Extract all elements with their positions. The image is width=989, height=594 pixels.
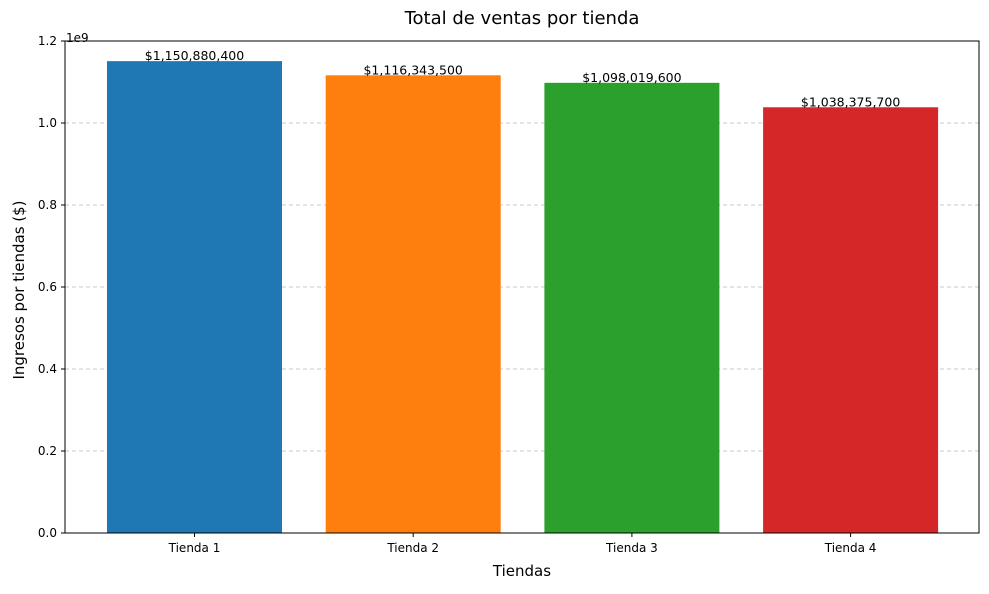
y-tick-label: 0.2 (38, 444, 57, 458)
y-tick-label: 0.0 (38, 526, 57, 540)
bar-value-label: $1,150,880,400 (145, 48, 244, 63)
y-tick-label: 1.2 (38, 34, 57, 48)
y-tick-label: 0.4 (38, 362, 57, 376)
x-tick-label: Tienda 3 (605, 541, 658, 555)
plot-frame (64, 40, 980, 534)
x-axis-label: Tiendas (492, 562, 551, 580)
bar-4 (763, 107, 939, 533)
y-offset-label: 1e9 (66, 31, 89, 45)
bar-value-label: $1,116,343,500 (363, 62, 462, 77)
data-labels: $1,150,880,400 $1,116,343,500 $1,098,019,6… (145, 48, 901, 109)
x-tick-label: Tienda 2 (386, 541, 439, 555)
bar-value-label: $1,098,019,600 (582, 70, 681, 85)
bar-3 (544, 82, 720, 534)
x-tick-label: Tienda 1 (168, 541, 221, 555)
chart-title: Total de ventas por tienda (404, 8, 640, 29)
bars (107, 61, 939, 534)
axes: 0.0 0.2 0.4 0.6 0.8 1.0 1.2 Tienda 1 Tienda 2 Tie… (38, 34, 980, 555)
y-tick-label: 0.6 (38, 280, 57, 294)
bar-1 (107, 61, 282, 533)
bar-value-label: $1,038,375,700 (801, 94, 900, 109)
bar-2 (325, 75, 501, 533)
y-tick-label: 0.8 (38, 198, 57, 212)
y-tick-label: 1.0 (38, 116, 57, 130)
y-axis-label: Ingresos por tiendas ($) (10, 200, 28, 379)
x-tick-label: Tienda 4 (824, 541, 877, 555)
